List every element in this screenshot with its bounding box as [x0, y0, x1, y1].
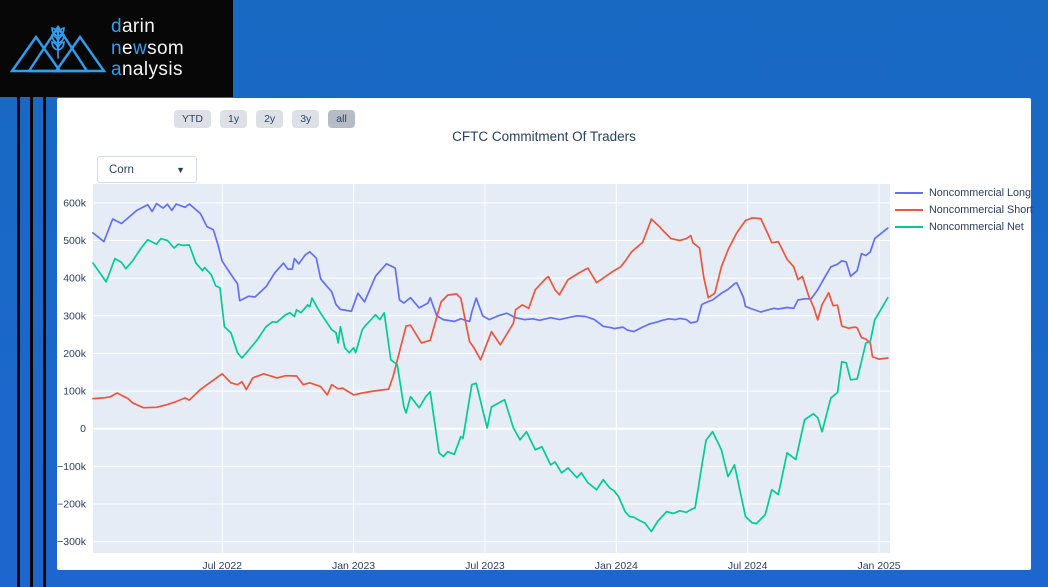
x-tick-label: Jul 2022: [202, 560, 242, 570]
y-tick-label: −200k: [57, 499, 87, 511]
legend-line-swatch: [895, 226, 923, 228]
legend-line-swatch: [895, 209, 923, 211]
series-line-noncommercial-short[interactable]: [92, 217, 889, 409]
x-tick-label: Jul 2023: [465, 560, 505, 570]
x-tick-label: Jan 2024: [595, 560, 638, 570]
range-button-2y[interactable]: 2y: [256, 110, 284, 128]
legend-item-noncommercial-net[interactable]: Noncommercial Net: [895, 221, 1033, 233]
x-tick-label: Jan 2023: [332, 560, 375, 570]
y-tick-label: 600k: [63, 197, 87, 209]
mountains-wheat-icon: [9, 24, 107, 73]
range-button-ytd[interactable]: YTD: [174, 110, 211, 128]
legend-item-noncommercial-long[interactable]: Noncommercial Long: [895, 187, 1033, 199]
commodity-dropdown-value: Corn: [109, 163, 134, 176]
y-tick-label: 0: [80, 423, 86, 435]
range-selector: YTD 1y 2y 3y all: [174, 110, 355, 128]
chart-card: YTD 1y 2y 3y all CFTC Commitment Of Trad…: [57, 98, 1033, 570]
legend-item-noncommercial-short[interactable]: Noncommercial Short: [895, 204, 1033, 216]
series-line-noncommercial-long[interactable]: [92, 202, 889, 333]
x-tick-label: Jan 2025: [857, 560, 900, 570]
y-tick-label: 300k: [63, 310, 87, 322]
y-tick-label: 400k: [63, 273, 87, 285]
logo-wordmark: darin newsom analysis: [111, 16, 185, 80]
legend-label: Noncommercial Long: [929, 187, 1032, 199]
commodity-dropdown[interactable]: Corn ▼: [97, 156, 197, 183]
chevron-down-icon: ▼: [176, 164, 185, 175]
y-tick-label: 100k: [63, 386, 87, 398]
y-tick-label: −100k: [57, 461, 87, 473]
x-tick-label: Jul 2024: [728, 560, 768, 570]
chart-plot[interactable]: 600k 500k 400k 300k 200k 100k 0 −100k −200k −300k…: [57, 98, 1031, 570]
decorative-stripe: [30, 97, 33, 587]
legend-label: Noncommercial Short: [929, 204, 1033, 216]
series-line-noncommercial-net[interactable]: [92, 237, 889, 533]
legend-line-swatch: [895, 192, 923, 194]
range-button-3y[interactable]: 3y: [292, 110, 320, 128]
chart-title: CFTC Commitment Of Traders: [452, 129, 636, 144]
y-tick-label: 500k: [63, 235, 87, 247]
y-tick-label: −300k: [57, 536, 87, 548]
decorative-stripe: [43, 97, 46, 587]
legend-label: Noncommercial Net: [929, 221, 1024, 233]
decorative-stripe: [17, 97, 20, 587]
chart-legend: Noncommercial Long Noncommercial Short N…: [895, 187, 1033, 233]
plot-background: [93, 184, 890, 553]
range-button-1y[interactable]: 1y: [220, 110, 248, 128]
site-logo: darin newsom analysis: [0, 0, 233, 97]
range-button-all[interactable]: all: [328, 110, 355, 128]
y-tick-label: 200k: [63, 348, 87, 360]
